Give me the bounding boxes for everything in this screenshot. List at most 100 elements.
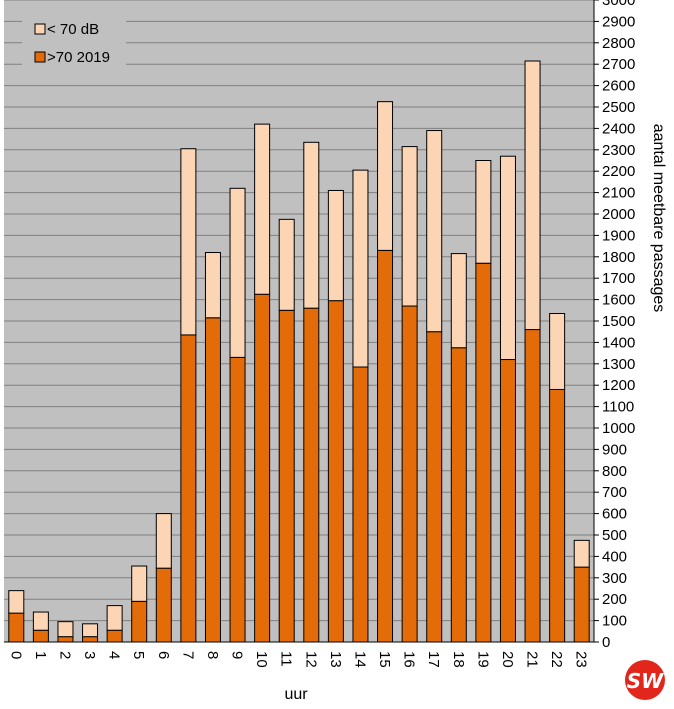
x-tick-label: 5 xyxy=(130,651,147,659)
bar-segment-above-70 xyxy=(499,359,516,643)
bar-segment-below-70 xyxy=(303,141,320,309)
y-tick-label: 1400 xyxy=(602,334,635,351)
legend-label: < 70 dB xyxy=(47,21,99,38)
x-tick-label: 3 xyxy=(81,651,98,659)
y-tick-label: 1800 xyxy=(602,249,635,266)
y-tick-label: 1300 xyxy=(602,356,635,373)
bar-segment-below-70 xyxy=(573,539,590,568)
bar-segment-above-70 xyxy=(32,629,49,643)
bar-segment-above-70 xyxy=(327,300,344,643)
bar-segment-below-70 xyxy=(352,169,369,368)
y-tick-label: 2000 xyxy=(602,206,635,223)
bar-segment-below-70 xyxy=(57,621,74,638)
x-tick-label: 0 xyxy=(7,651,24,659)
bar-segment-below-70 xyxy=(450,253,467,349)
sw-logo: SW xyxy=(625,660,665,700)
x-axis-title: uur xyxy=(284,686,308,703)
x-tick-label: 17 xyxy=(425,651,442,668)
bar-segment-above-70 xyxy=(377,249,394,643)
y-tick-label: 2800 xyxy=(602,35,635,52)
x-tick-label: 7 xyxy=(179,651,196,659)
bar-segment-above-70 xyxy=(352,366,369,643)
bar-segment-above-70 xyxy=(106,629,123,643)
bar-segment-above-70 xyxy=(180,334,197,643)
bar-segment-above-70 xyxy=(401,305,418,643)
y-tick-label: 900 xyxy=(602,441,627,458)
bar-segment-below-70 xyxy=(499,155,516,361)
x-tick-label: 12 xyxy=(302,651,319,668)
y-axis-ticks: 0 100 200 300 400 500 600 700 800 900 1000 1100 1200… xyxy=(593,0,635,651)
bar-segment-above-70 xyxy=(204,317,221,643)
x-tick-label: 14 xyxy=(351,651,368,668)
bar-segment-below-70 xyxy=(32,611,49,631)
bar-segment-above-70 xyxy=(475,262,492,643)
y-tick-label: 400 xyxy=(602,548,627,565)
x-tick-label: 21 xyxy=(524,651,541,668)
y-tick-label: 1000 xyxy=(602,420,635,437)
y-tick-label: 1600 xyxy=(602,292,635,309)
y-tick-label: 3000 xyxy=(602,0,635,9)
y-axis-title: aantal meetbare passages xyxy=(650,124,667,313)
y-tick-label: 2400 xyxy=(602,120,635,137)
y-tick-label: 2900 xyxy=(602,13,635,30)
x-tick-label: 2 xyxy=(56,651,73,659)
bar-segment-above-70 xyxy=(57,636,74,643)
bar-segment-above-70 xyxy=(549,388,566,643)
x-tick-label: 23 xyxy=(573,651,590,668)
y-tick-label: 600 xyxy=(602,506,627,523)
x-tick-label: 8 xyxy=(204,651,221,659)
bar-segment-above-70 xyxy=(155,567,172,643)
y-tick-label: 2200 xyxy=(602,163,635,180)
x-tick-label: 20 xyxy=(499,651,516,668)
y-tick-label: 1500 xyxy=(602,313,635,330)
bar-segment-below-70 xyxy=(524,60,541,331)
bar-segment-below-70 xyxy=(278,218,295,311)
x-tick-label: 11 xyxy=(278,651,295,667)
bar-segment-above-70 xyxy=(278,309,295,643)
bar-segment-below-70 xyxy=(401,146,418,307)
bar-segment-above-70 xyxy=(426,331,443,643)
sw-logo-text: SW xyxy=(627,669,664,693)
x-tick-label: 9 xyxy=(229,651,246,659)
y-tick-label: 1700 xyxy=(602,270,635,287)
bar-segment-below-70 xyxy=(549,313,566,390)
x-tick-label: 10 xyxy=(253,651,270,668)
bar-segment-below-70 xyxy=(377,101,394,251)
gridlines xyxy=(4,0,594,643)
x-tick-label: 4 xyxy=(106,651,123,659)
bar-segment-above-70 xyxy=(524,329,541,643)
bar-segment-above-70 xyxy=(450,347,467,643)
bar-segment-below-70 xyxy=(82,623,99,638)
legend-swatch xyxy=(34,23,46,35)
y-tick-label: 300 xyxy=(602,570,627,587)
x-tick-label: 1 xyxy=(32,651,49,659)
bar-segment-below-70 xyxy=(131,565,148,602)
x-tick-label: 18 xyxy=(450,651,467,668)
bar-segment-above-70 xyxy=(131,600,148,643)
y-tick-label: 700 xyxy=(602,484,627,501)
y-tick-label: 2700 xyxy=(602,56,635,73)
bar-segment-below-70 xyxy=(426,130,443,333)
bar-segment-above-70 xyxy=(229,356,246,643)
x-axis-ticks: 0 1 2 3 4 5 6 7 8 9 10 11 12 13 14 15 16 17 18 19 20 21 22 23 xyxy=(7,651,589,668)
bars xyxy=(8,60,590,643)
bar-segment-below-70 xyxy=(229,187,246,358)
x-tick-label: 22 xyxy=(548,651,565,668)
legend: < 70 dB >70 2019 xyxy=(22,14,126,76)
bar-segment-below-70 xyxy=(204,252,221,319)
y-tick-label: 2300 xyxy=(602,142,635,159)
x-tick-label: 6 xyxy=(155,651,172,659)
y-tick-label: 100 xyxy=(602,613,627,630)
bar-segment-above-70 xyxy=(303,307,320,643)
bar-segment-above-70 xyxy=(8,612,25,643)
x-tick-label: 16 xyxy=(401,651,418,668)
bar-segment-above-70 xyxy=(82,636,99,643)
bar-segment-below-70 xyxy=(254,123,271,295)
legend-swatch xyxy=(34,51,46,63)
bar-segment-below-70 xyxy=(327,189,344,302)
y-tick-label: 800 xyxy=(602,463,627,480)
y-tick-label: 200 xyxy=(602,591,627,608)
bar-segment-below-70 xyxy=(106,605,123,631)
y-tick-label: 2100 xyxy=(602,185,635,202)
